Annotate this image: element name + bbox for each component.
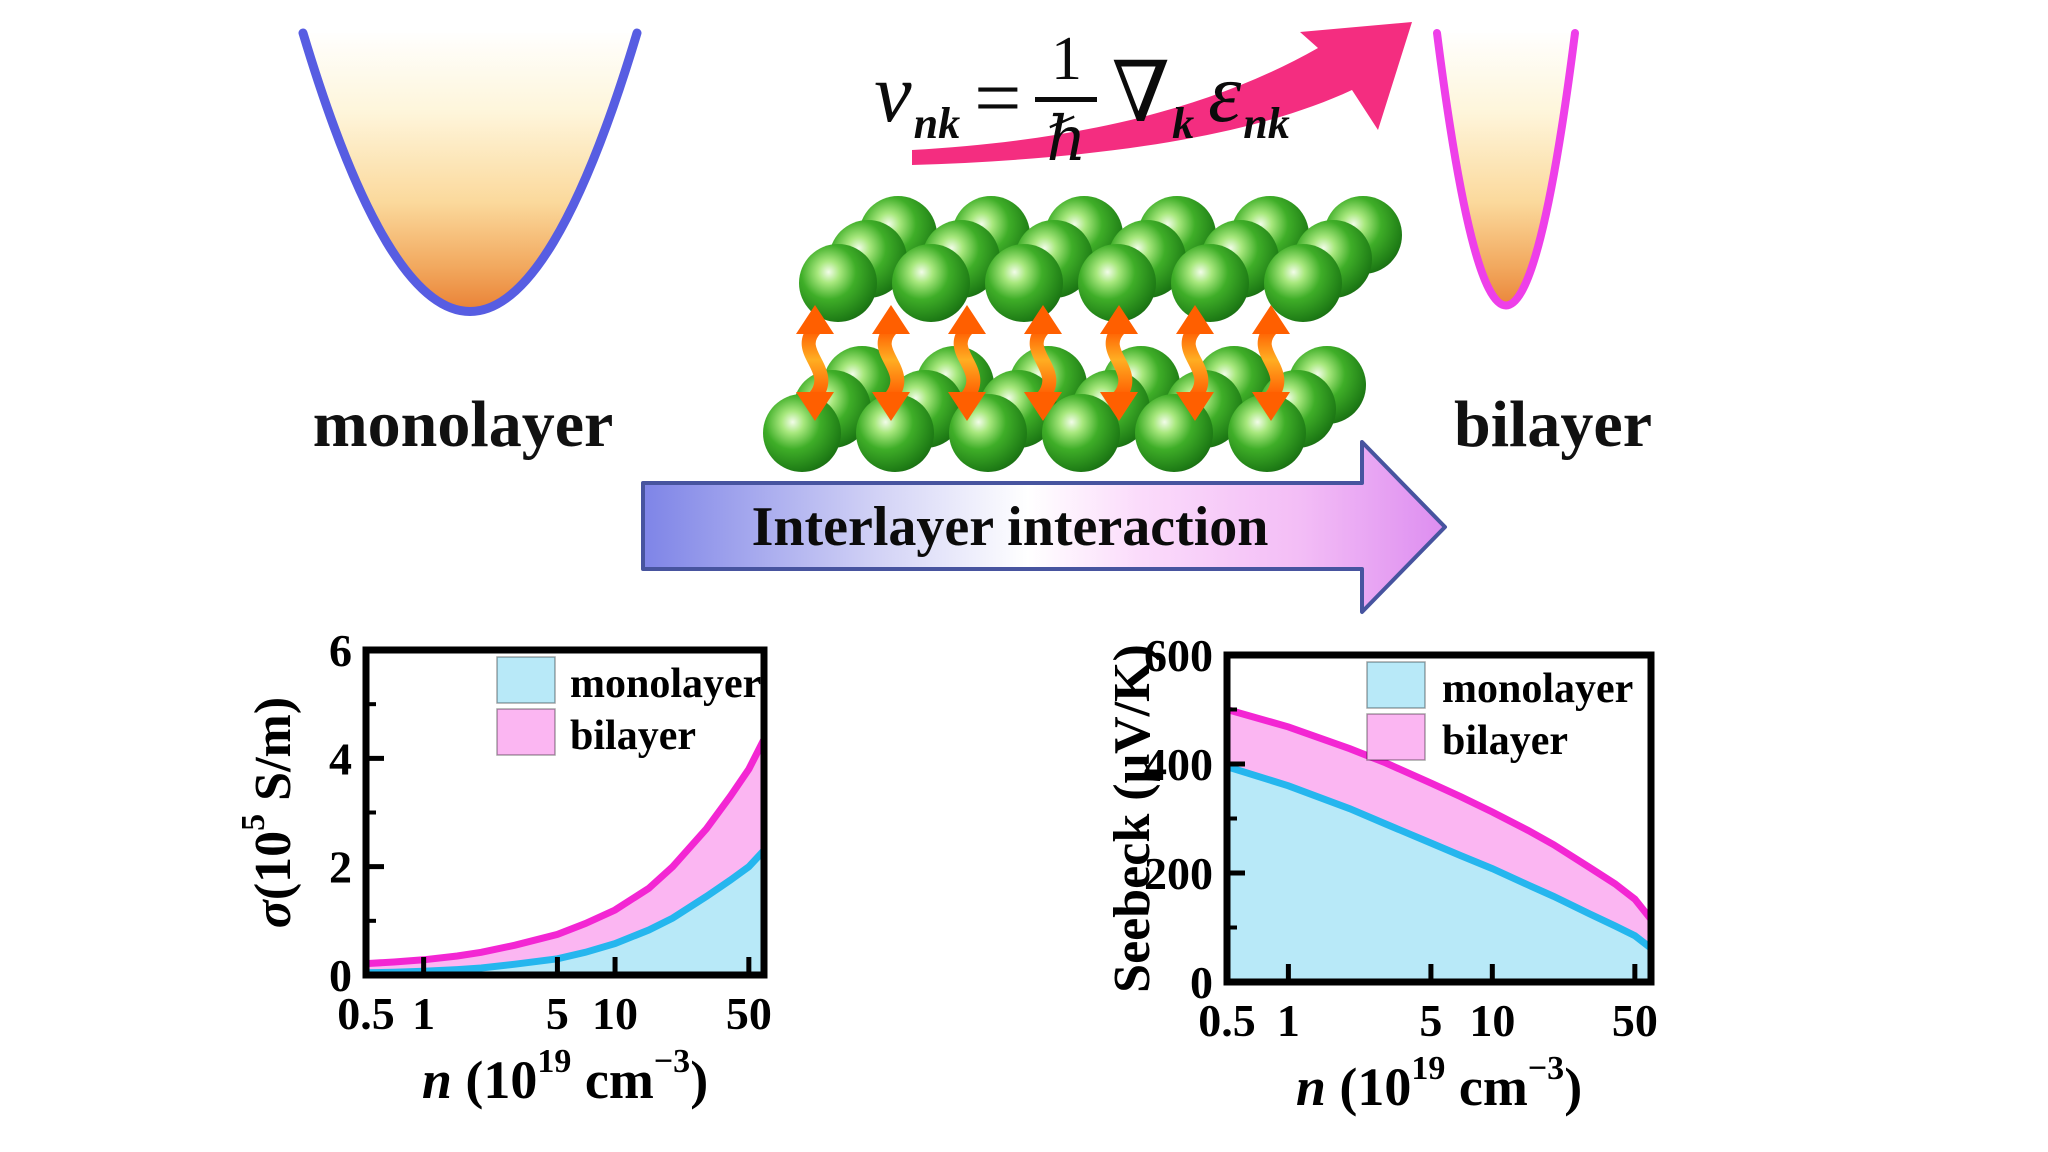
x-tick-label: 1 bbox=[412, 988, 435, 1039]
y-tick-label: 0 bbox=[329, 950, 352, 1001]
equation-nabla: ∇k bbox=[1111, 46, 1195, 149]
bottom-layer-atom bbox=[763, 394, 841, 472]
fraction-bar bbox=[1035, 96, 1098, 102]
equation-lhs-subscript: nk bbox=[913, 99, 961, 149]
x-tick-label: 1 bbox=[1277, 995, 1300, 1046]
equation-fraction: 1 ℏ bbox=[1035, 24, 1098, 174]
bilayer-line bbox=[366, 735, 764, 968]
y-tick-label: 600 bbox=[1144, 630, 1213, 681]
y-axis-title: Seebeck (μV/K) bbox=[1104, 644, 1161, 993]
top-layer-atom bbox=[1078, 244, 1156, 322]
interlayer-coupling-arrow-icon bbox=[872, 305, 910, 421]
legend-label-bilayer: bilayer bbox=[1442, 718, 1568, 764]
interlayer-coupling-arrow-icon bbox=[1252, 305, 1290, 421]
legend-swatch-monolayer bbox=[1366, 661, 1426, 709]
y-tick-label: 0 bbox=[1190, 957, 1213, 1008]
bottom-layer-atom bbox=[1042, 394, 1120, 472]
equation-lhs: vnk bbox=[874, 46, 961, 149]
y-tick-label: 4 bbox=[329, 733, 352, 784]
top-layer-atom bbox=[799, 244, 877, 322]
monolayer-line bbox=[366, 846, 764, 975]
x-tick-label: 10 bbox=[592, 988, 638, 1039]
legend-swatch-bilayer bbox=[1366, 713, 1426, 761]
equation-nabla-subscript: k bbox=[1172, 99, 1195, 149]
interlayer-interaction-arrow bbox=[641, 440, 1447, 614]
conductivity-chart: 0 2 4 6 0.5 1 5 10 50 monolayer bilayer n (1019 cm−… bbox=[235, 625, 772, 1110]
bilayer-line bbox=[1227, 706, 1651, 923]
y-axis-title: σ(105 S/m) bbox=[235, 697, 302, 928]
equation-epsilon: εnk bbox=[1208, 46, 1290, 149]
top-layer-atom bbox=[892, 244, 970, 322]
equation-numerator: 1 bbox=[1050, 24, 1082, 93]
y-tick-label: 2 bbox=[329, 842, 352, 893]
interlayer-arrow-label: Interlayer interaction bbox=[751, 496, 1269, 558]
x-axis-title: n (1019 cm−3) bbox=[422, 1043, 708, 1110]
top-layer-atom bbox=[1171, 244, 1249, 322]
electrical-conductivity-plot-area bbox=[366, 735, 764, 975]
x-tick-label: 5 bbox=[546, 988, 569, 1039]
x-tick-label: 0.5 bbox=[1198, 995, 1256, 1046]
legend-swatch-monolayer bbox=[496, 656, 556, 704]
monolayer-label: monolayer bbox=[312, 388, 614, 461]
y-tick-label: 6 bbox=[329, 625, 352, 676]
x-axis-title: n (1019 cm−3) bbox=[1296, 1050, 1582, 1117]
monolayer-band-parabola bbox=[298, 28, 642, 316]
legend-swatch-bilayer bbox=[496, 708, 556, 756]
equation-epsilon-subscript: nk bbox=[1243, 99, 1290, 149]
x-tick-label: 0.5 bbox=[337, 988, 395, 1039]
bottom-layer-atom bbox=[856, 394, 934, 472]
legend-label-bilayer: bilayer bbox=[570, 713, 696, 759]
bilayer-crystal-structure bbox=[763, 196, 1402, 472]
equation-denominator-hbar: ℏ bbox=[1046, 105, 1087, 174]
legend-label-monolayer: monolayer bbox=[1442, 666, 1633, 712]
x-tick-label: 10 bbox=[1469, 995, 1515, 1046]
interlayer-coupling-arrow-icon bbox=[796, 305, 834, 421]
bilayer-band-parabola bbox=[1433, 29, 1579, 310]
bilayer-label: bilayer bbox=[1454, 388, 1652, 461]
bottom-layer-atom bbox=[1228, 394, 1306, 472]
monolayer-line bbox=[1227, 763, 1651, 952]
monolayer-area bbox=[1227, 766, 1651, 982]
x-tick-label: 50 bbox=[726, 988, 772, 1039]
seebeck-chart: 0 200 400 600 0.5 1 5 10 50 monolayer bilayer n (10… bbox=[1104, 630, 1658, 1117]
seebeck-coefficient-plot-area bbox=[1227, 706, 1651, 982]
equation-equals: = bbox=[974, 52, 1022, 145]
x-tick-label: 5 bbox=[1419, 995, 1442, 1046]
x-tick-label: 50 bbox=[1612, 995, 1658, 1046]
interlayer-coupling-arrow-icon bbox=[1176, 305, 1214, 421]
interlayer-coupling-arrow-icon bbox=[1024, 305, 1062, 421]
top-layer-atom bbox=[985, 244, 1063, 322]
velocity-boost-arrow-icon bbox=[912, 22, 1412, 165]
monolayer-area bbox=[366, 850, 764, 975]
top-layer-atom bbox=[1264, 244, 1342, 322]
band-velocity-equation: vnk = 1 ℏ ∇k εnk bbox=[852, 14, 1312, 184]
legend-label-monolayer: monolayer bbox=[570, 661, 761, 707]
bilayer-area bbox=[366, 739, 764, 975]
y-tick-label: 200 bbox=[1144, 848, 1213, 899]
interlayer-coupling-arrow-icon bbox=[948, 305, 986, 421]
interlayer-coupling-arrow-icon bbox=[1100, 305, 1138, 421]
y-tick-label: 400 bbox=[1144, 739, 1213, 790]
